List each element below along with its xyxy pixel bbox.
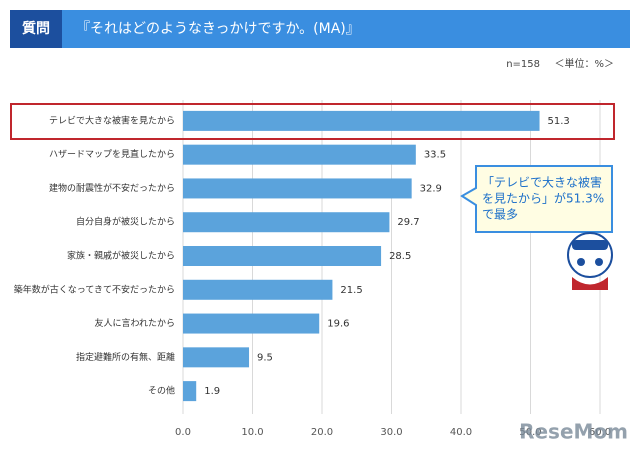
category-label: その他 bbox=[148, 385, 175, 397]
bar bbox=[183, 178, 412, 199]
x-tick-label: 0.0 bbox=[175, 427, 191, 438]
value-label: 19.6 bbox=[327, 319, 349, 330]
bar bbox=[183, 313, 320, 334]
x-tick-label: 10.0 bbox=[241, 427, 263, 438]
question-tag: 質問 bbox=[22, 20, 50, 37]
bar bbox=[183, 110, 540, 131]
highlight-frame bbox=[10, 103, 615, 140]
sample-note: n=158 bbox=[506, 59, 540, 70]
category-label: 友人に言われたから bbox=[94, 317, 175, 329]
x-tick-label: 20.0 bbox=[311, 427, 333, 438]
value-label: 21.5 bbox=[340, 285, 362, 296]
category-label: 築年数が古くなってきて不安だったから bbox=[14, 283, 175, 295]
callout-text: 「テレビで大きな被害を見たから」が51.3% で最多 bbox=[482, 175, 604, 222]
x-tick-label: 50.0 bbox=[519, 427, 541, 438]
x-tick-label: 60.0 bbox=[589, 427, 611, 438]
bar bbox=[183, 347, 250, 368]
category-label: テレビで大きな被害を見たから bbox=[49, 114, 175, 126]
watermark: ReseMom bbox=[519, 420, 628, 444]
bar bbox=[183, 381, 197, 402]
value-label: 29.7 bbox=[397, 217, 419, 228]
category-label: 家族・親戚が被災したから bbox=[67, 250, 175, 262]
bar bbox=[183, 144, 416, 165]
callout-line: を見たから」が51.3% bbox=[482, 191, 604, 206]
bar bbox=[183, 246, 382, 266]
chart-title: 『それはどのようなきっかけですか。(MA)』 bbox=[76, 21, 360, 37]
value-label: 9.5 bbox=[257, 352, 273, 363]
question-tag-box bbox=[10, 10, 62, 48]
mascot bbox=[567, 232, 613, 290]
value-label: 33.5 bbox=[424, 150, 446, 161]
unit-note: ＜単位：%＞ bbox=[554, 57, 614, 70]
bar bbox=[183, 279, 333, 300]
category-label: 指定避難所の有無、距離 bbox=[76, 351, 175, 363]
x-tick-label: 40.0 bbox=[450, 427, 472, 438]
bars: テレビで大きな被害を見たから 51.3 ハザードマップを見直したから 33.5 建物の耐… bbox=[14, 110, 570, 402]
bar bbox=[183, 212, 390, 233]
category-label: 自分自身が被災したから bbox=[76, 216, 175, 228]
value-label: 51.3 bbox=[548, 116, 570, 127]
callout-line: 「テレビで大きな被害 bbox=[482, 175, 602, 190]
category-label: ハザードマップを見直したから bbox=[49, 148, 175, 160]
value-label: 1.9 bbox=[204, 386, 220, 397]
header-bar bbox=[10, 10, 630, 48]
callout-line: で最多 bbox=[482, 208, 518, 222]
value-label: 28.5 bbox=[389, 251, 411, 262]
callout-box bbox=[460, 165, 613, 233]
x-tick-label: 30.0 bbox=[380, 427, 402, 438]
category-label: 建物の耐震性が不安だったから bbox=[49, 182, 175, 194]
value-label: 32.9 bbox=[420, 183, 442, 194]
